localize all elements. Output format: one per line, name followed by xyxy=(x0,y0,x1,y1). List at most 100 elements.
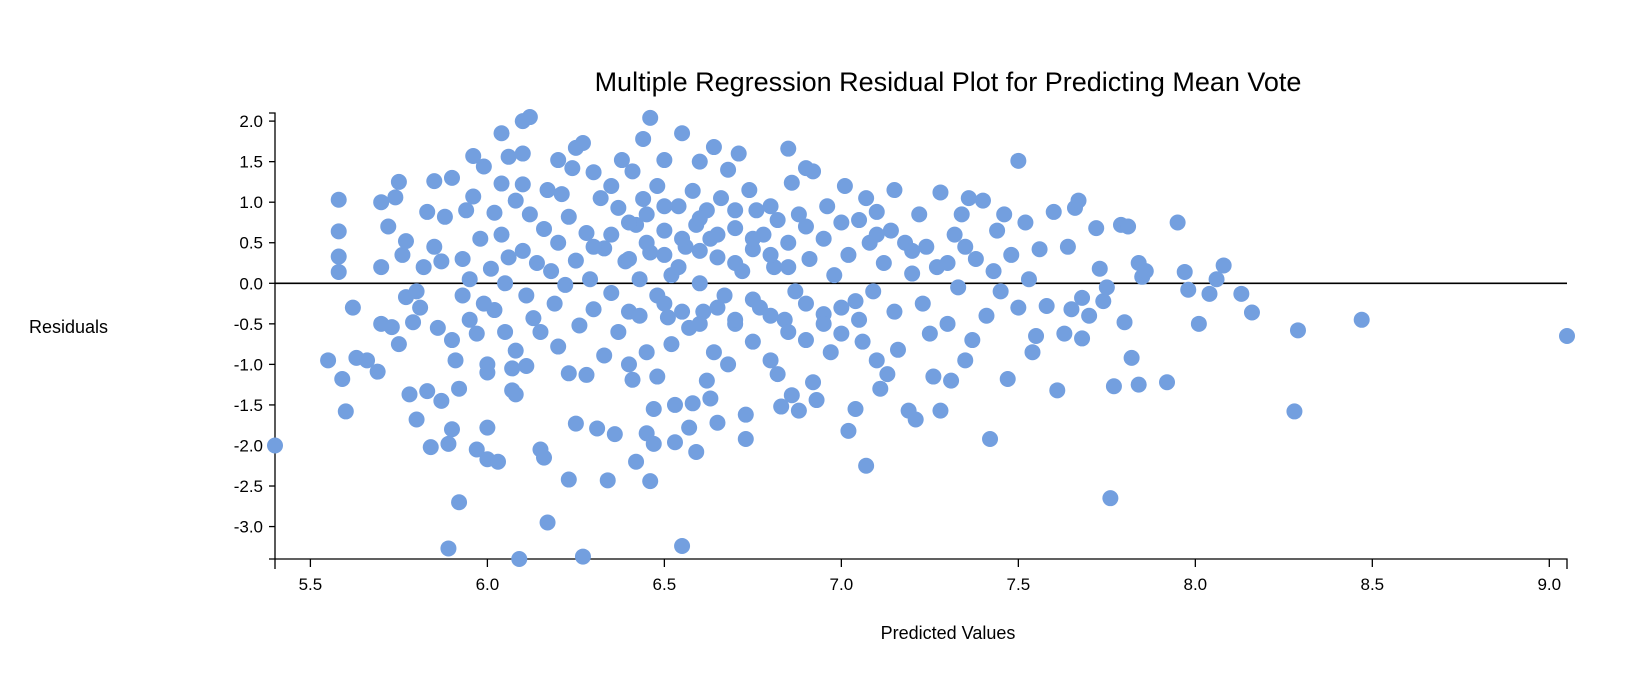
data-point xyxy=(766,259,783,276)
data-point xyxy=(344,299,361,316)
data-point xyxy=(713,190,730,207)
data-point xyxy=(1049,382,1066,399)
data-point xyxy=(585,164,602,181)
data-point xyxy=(624,163,641,180)
data-point xyxy=(805,163,822,180)
data-point xyxy=(1095,293,1112,310)
data-point xyxy=(440,435,457,452)
data-point xyxy=(613,152,630,169)
data-point xyxy=(709,414,726,431)
data-point xyxy=(429,319,446,336)
x-tick-label: 8.0 xyxy=(1184,575,1208,594)
data-point xyxy=(628,453,645,470)
data-point xyxy=(932,184,949,201)
y-tick-label: -2.0 xyxy=(234,436,263,455)
data-point xyxy=(642,109,659,126)
data-point xyxy=(557,276,574,293)
data-point xyxy=(624,371,641,388)
data-point xyxy=(387,189,404,206)
data-point xyxy=(532,323,549,340)
data-point xyxy=(486,302,503,319)
data-point xyxy=(461,271,478,288)
data-point xyxy=(475,158,492,175)
data-point xyxy=(397,233,414,250)
data-point xyxy=(833,299,850,316)
data-point xyxy=(748,202,765,219)
y-tick-label: 0.0 xyxy=(239,274,263,293)
data-point xyxy=(1056,325,1073,342)
data-point xyxy=(560,208,577,225)
data-point xyxy=(638,234,655,251)
data-point xyxy=(440,540,457,557)
data-point xyxy=(879,366,896,383)
data-point xyxy=(1059,238,1076,255)
x-tick-label: 9.0 xyxy=(1537,575,1561,594)
data-point xyxy=(737,430,754,447)
data-point xyxy=(433,392,450,409)
data-point xyxy=(369,363,386,380)
data-point xyxy=(578,366,595,383)
data-point xyxy=(479,419,496,436)
data-point xyxy=(727,220,744,237)
data-point xyxy=(773,398,790,415)
data-point xyxy=(539,182,556,199)
data-point xyxy=(1137,263,1154,280)
data-point xyxy=(1024,344,1041,361)
data-point xyxy=(443,169,460,186)
data-point xyxy=(451,494,468,511)
data-point xyxy=(953,206,970,223)
data-point xyxy=(780,259,797,276)
data-point xyxy=(1017,214,1034,231)
data-point xyxy=(819,198,836,215)
data-point xyxy=(606,426,623,443)
data-point xyxy=(373,194,390,211)
data-point xyxy=(666,396,683,413)
data-point xyxy=(620,214,637,231)
data-point xyxy=(932,402,949,419)
data-point xyxy=(599,472,616,489)
data-point xyxy=(691,242,708,259)
data-point xyxy=(674,230,691,247)
data-point xyxy=(514,176,531,193)
data-point xyxy=(394,246,411,263)
data-point xyxy=(769,366,786,383)
data-point xyxy=(1201,285,1218,302)
y-tick-label: 1.5 xyxy=(239,153,263,172)
data-point xyxy=(603,226,620,243)
data-point xyxy=(589,420,606,437)
data-point xyxy=(521,109,538,126)
data-point xyxy=(638,344,655,361)
data-point xyxy=(705,344,722,361)
y-axis-line xyxy=(269,112,276,560)
data-point xyxy=(691,153,708,170)
data-point xyxy=(957,238,974,255)
data-point xyxy=(1102,490,1119,507)
data-point xyxy=(468,441,485,458)
data-point xyxy=(840,422,857,439)
data-point xyxy=(550,234,567,251)
data-point xyxy=(1130,376,1147,393)
data-point xyxy=(479,364,496,381)
data-point xyxy=(412,299,429,316)
data-point xyxy=(925,368,942,385)
data-point xyxy=(833,214,850,231)
data-point xyxy=(582,271,599,288)
data-point xyxy=(514,145,531,162)
data-point xyxy=(698,372,715,389)
data-point xyxy=(631,271,648,288)
data-point xyxy=(907,411,924,428)
data-point xyxy=(550,152,567,169)
data-point xyxy=(631,307,648,324)
data-point xyxy=(454,287,471,304)
y-tick-label: 0.5 xyxy=(239,234,263,253)
data-point xyxy=(836,177,853,194)
data-point xyxy=(865,283,882,300)
data-point xyxy=(974,192,991,209)
data-point xyxy=(500,249,517,266)
data-point xyxy=(826,267,843,284)
data-point xyxy=(730,145,747,162)
data-point xyxy=(458,202,475,219)
data-point xyxy=(875,255,892,272)
data-point xyxy=(638,206,655,223)
data-point xyxy=(1063,301,1080,318)
